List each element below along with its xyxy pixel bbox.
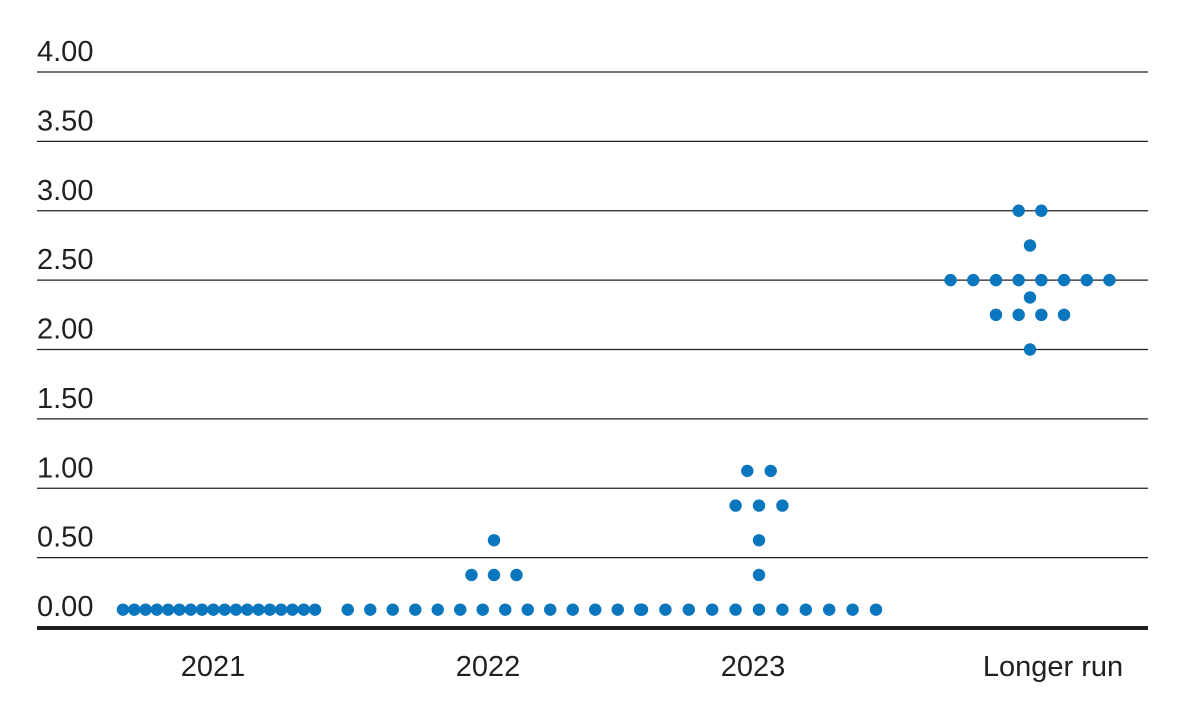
x-axis-category-labels: 2021 2022 2023 Longer run <box>181 651 1123 683</box>
gridlines <box>37 71 1148 559</box>
y-tick-label: 3.50 <box>37 105 93 137</box>
y-tick-label: 1.00 <box>37 452 93 484</box>
x-category-label: 2021 <box>181 651 246 683</box>
dot <box>1035 273 1048 287</box>
dot <box>195 603 209 616</box>
dot <box>682 603 695 616</box>
dot <box>297 603 310 616</box>
x-category-label: 2022 <box>456 651 521 683</box>
dot <box>1012 273 1025 287</box>
dot <box>263 603 277 616</box>
dot <box>499 603 512 616</box>
dot <box>454 603 467 616</box>
dot <box>659 603 672 616</box>
dot <box>274 603 288 616</box>
dot <box>1012 204 1025 217</box>
dot <box>252 603 265 616</box>
dot <box>989 308 1003 322</box>
dot <box>1103 273 1116 287</box>
dot <box>218 603 231 616</box>
dot <box>487 534 501 547</box>
dot <box>431 603 444 616</box>
dot <box>729 499 742 512</box>
dot <box>128 603 141 616</box>
dot <box>989 273 1003 287</box>
dot <box>799 603 812 616</box>
dot <box>944 273 957 287</box>
dot <box>752 499 766 512</box>
dot <box>1080 273 1093 287</box>
y-tick-label: 2.50 <box>37 244 93 276</box>
dot <box>823 603 836 616</box>
dot <box>752 568 766 582</box>
x-category-label: 2023 <box>721 651 786 683</box>
dot <box>1057 308 1071 322</box>
dot <box>150 603 164 616</box>
dot <box>706 603 719 616</box>
dot <box>229 603 243 616</box>
dot <box>241 603 254 616</box>
dot <box>341 603 354 616</box>
dot <box>635 603 649 616</box>
dot <box>116 603 130 616</box>
dot <box>752 534 766 547</box>
dot <box>544 603 557 616</box>
dot <box>308 603 322 616</box>
dot <box>1035 308 1048 322</box>
dot <box>566 603 579 616</box>
dot <box>1035 204 1048 217</box>
dot <box>207 603 220 616</box>
dot <box>1057 273 1071 287</box>
dot <box>729 603 742 616</box>
dot <box>967 273 980 287</box>
dot <box>465 568 478 582</box>
y-tick-label: 0.00 <box>37 591 93 623</box>
x-category-label: Longer run <box>983 651 1123 683</box>
dots <box>116 204 1116 616</box>
dot <box>386 603 399 616</box>
dot <box>869 603 883 616</box>
dot <box>1012 308 1025 322</box>
dot <box>521 603 534 616</box>
dot <box>487 568 501 582</box>
dot <box>764 464 777 478</box>
dot <box>476 603 489 616</box>
y-tick-label: 0.50 <box>37 522 93 554</box>
dot <box>139 603 152 616</box>
dot <box>184 603 197 616</box>
dot <box>364 603 377 616</box>
y-axis-tick-labels: 0.00 0.50 1.00 1.50 2.00 2.50 3.00 3.50 4.00 <box>37 36 93 623</box>
dot <box>589 603 602 616</box>
y-tick-label: 1.50 <box>37 383 93 415</box>
dot <box>846 603 859 616</box>
y-tick-label: 4.00 <box>37 36 93 68</box>
y-tick-label: 3.00 <box>37 175 93 207</box>
dot <box>409 603 422 616</box>
dot <box>1023 291 1037 304</box>
dot <box>510 568 523 582</box>
dot <box>741 464 754 478</box>
dot <box>1023 239 1037 252</box>
dot <box>752 603 766 616</box>
dot <box>776 499 789 512</box>
dot <box>776 603 789 616</box>
dot <box>161 603 175 616</box>
dot <box>611 603 624 616</box>
dot <box>286 603 299 616</box>
y-tick-label: 2.00 <box>37 314 93 346</box>
dot <box>1023 343 1037 356</box>
dot <box>173 603 186 616</box>
